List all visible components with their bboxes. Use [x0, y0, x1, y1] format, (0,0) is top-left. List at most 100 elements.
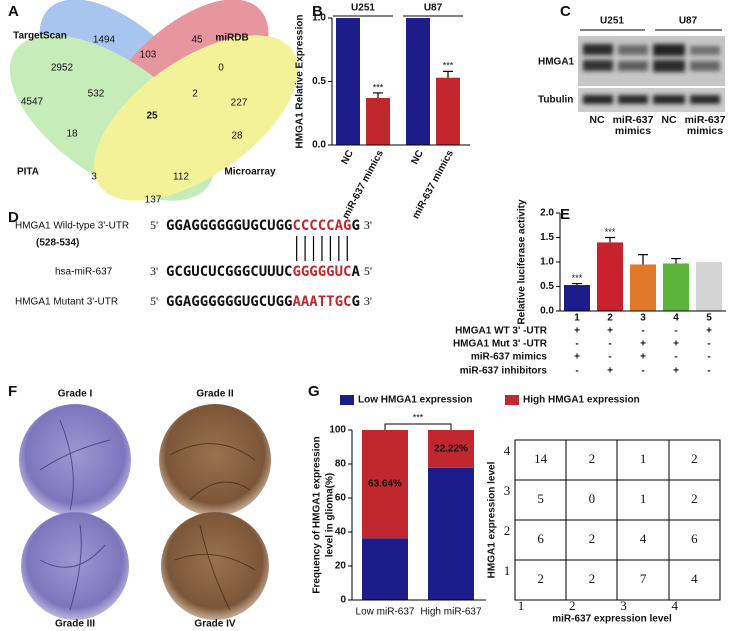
legend-swatch [340, 395, 354, 405]
condition-sign: - [674, 326, 677, 337]
bar [336, 18, 360, 145]
venn-count: 532 [88, 89, 105, 100]
x-tick-label: Low miR-637 [356, 607, 415, 618]
sequence-label: HMGA1 Wild-type 3'-UTR [15, 221, 129, 232]
panel-label: A [8, 3, 19, 20]
ihc-core [161, 512, 269, 620]
sequence-label: HMGA1 Mutant 3'-UTR [15, 297, 118, 308]
y-tick-label: 0.5 [540, 281, 554, 292]
matrix-cell: 4 [691, 571, 698, 586]
matrix-cell: 7 [640, 571, 647, 586]
condition-sign: - [608, 352, 611, 363]
strand-end: 5' [150, 294, 158, 308]
sequence-segment: A [351, 264, 360, 280]
matrix-cell: 5 [537, 491, 544, 506]
bar [366, 98, 390, 145]
condition-sign: + [607, 326, 613, 337]
legend-label: Low HMGA1 expression [358, 395, 472, 406]
grade-label: Grade III [55, 619, 95, 630]
significance: *** [443, 61, 454, 71]
y-axis-label: Frequency of HMGA1 expression [312, 436, 323, 593]
condition-sign: - [608, 339, 611, 350]
sequence-segment: G [351, 218, 359, 234]
venn-count: 45 [191, 35, 203, 46]
significance: *** [373, 82, 384, 92]
venn-set-label: PITA [17, 167, 39, 178]
matrix-cell: 2 [691, 491, 698, 506]
sequence-label: hsa-miR-637 [55, 267, 113, 278]
condition-sign: + [673, 366, 679, 377]
ihc-images [19, 404, 271, 620]
bar [564, 285, 590, 311]
sequence: GCGUCUCGGGCUUUCGGGGGUCA [166, 264, 360, 280]
panel-label: D [8, 209, 19, 226]
legend-swatch [505, 395, 519, 405]
y-tick-label: 20 [335, 561, 347, 572]
y-tick-label: 40 [335, 527, 347, 538]
matrix-cell: 2 [691, 451, 698, 466]
sequence-segment: GGAGGGGGGUGCUGG [166, 294, 292, 310]
matrix-col-label: 3 [620, 598, 627, 613]
condition-label: HMGA1 Mut 3' -UTR [453, 339, 548, 350]
error-bar [373, 92, 383, 99]
y-axis-label: Relative luciferase activity [517, 199, 528, 325]
lane-label: NC [589, 114, 605, 126]
western-blot [578, 36, 725, 112]
matrix-col-label: 2 [569, 598, 576, 613]
condition-sign: - [575, 366, 578, 377]
matrix-grid [514, 439, 721, 601]
grade-label: Grade I [58, 389, 93, 400]
condition-sign: + [607, 366, 613, 377]
lane-label: NC [661, 114, 677, 126]
sequence-segment: GGGGGUC [292, 264, 351, 280]
sequence-segment: G [351, 294, 359, 310]
condition-label: HMGA1 WT 3' -UTR [455, 326, 548, 337]
matrix-x-label: miR-637 expression level [552, 614, 672, 625]
condition-sign: + [706, 326, 712, 337]
sequence: GGAGGGGGGUGCUGGAAATTGCG [166, 294, 360, 310]
strand-end: 3' [364, 218, 372, 232]
sequence-segment: CCCCCAG [292, 218, 351, 234]
error-bar [572, 282, 582, 286]
x-tick-label: 2 [607, 313, 613, 324]
cell-line-label: U251 [600, 16, 624, 27]
condition-label: miR-637 inhibitors [460, 366, 548, 377]
group-label: U251 [351, 3, 375, 14]
condition-label: miR-637 mimics [471, 352, 548, 363]
condition-sign: - [641, 366, 644, 377]
significance-bracket [384, 423, 452, 430]
y-tick-label: 100 [329, 425, 346, 436]
matrix-cell: 1 [640, 491, 647, 506]
panel-label: F [8, 383, 17, 400]
error-bar [638, 254, 648, 265]
matrix-cell: 6 [537, 531, 544, 546]
condition-sign: - [707, 352, 710, 363]
bar [663, 263, 689, 311]
bar [597, 242, 623, 311]
x-tick-label: 4 [673, 313, 679, 324]
y-tick-label: 0.0 [312, 140, 326, 151]
lane-label: miR-637 mimics [612, 114, 654, 137]
bar-segment [362, 430, 408, 539]
bar [406, 18, 430, 145]
matrix-cell: 6 [691, 531, 698, 546]
matrix-cell: 2 [589, 531, 596, 546]
venn-count: 28 [231, 131, 243, 142]
ihc-core [159, 404, 271, 516]
error-bar [443, 70, 453, 78]
ihc-core [19, 404, 131, 516]
y-tick-label: 1.0 [312, 13, 326, 24]
venn-count: 25 [146, 111, 158, 122]
matrix-cell: 1 [640, 451, 647, 466]
matrix-y-label: HMGA1 expression level [487, 461, 498, 578]
y-tick-label: 0 [340, 595, 346, 606]
x-tick-label: NC [409, 148, 425, 166]
strand-end: 5' [150, 218, 158, 232]
value-label: 22.22% [434, 444, 468, 455]
bar [436, 77, 460, 145]
matrix-cell: 2 [537, 571, 544, 586]
y-tick-label: 0.0 [540, 306, 554, 317]
venn-count: 3 [91, 172, 97, 183]
panel-label: C [560, 3, 571, 20]
x-tick-label: High miR-637 [420, 607, 482, 618]
